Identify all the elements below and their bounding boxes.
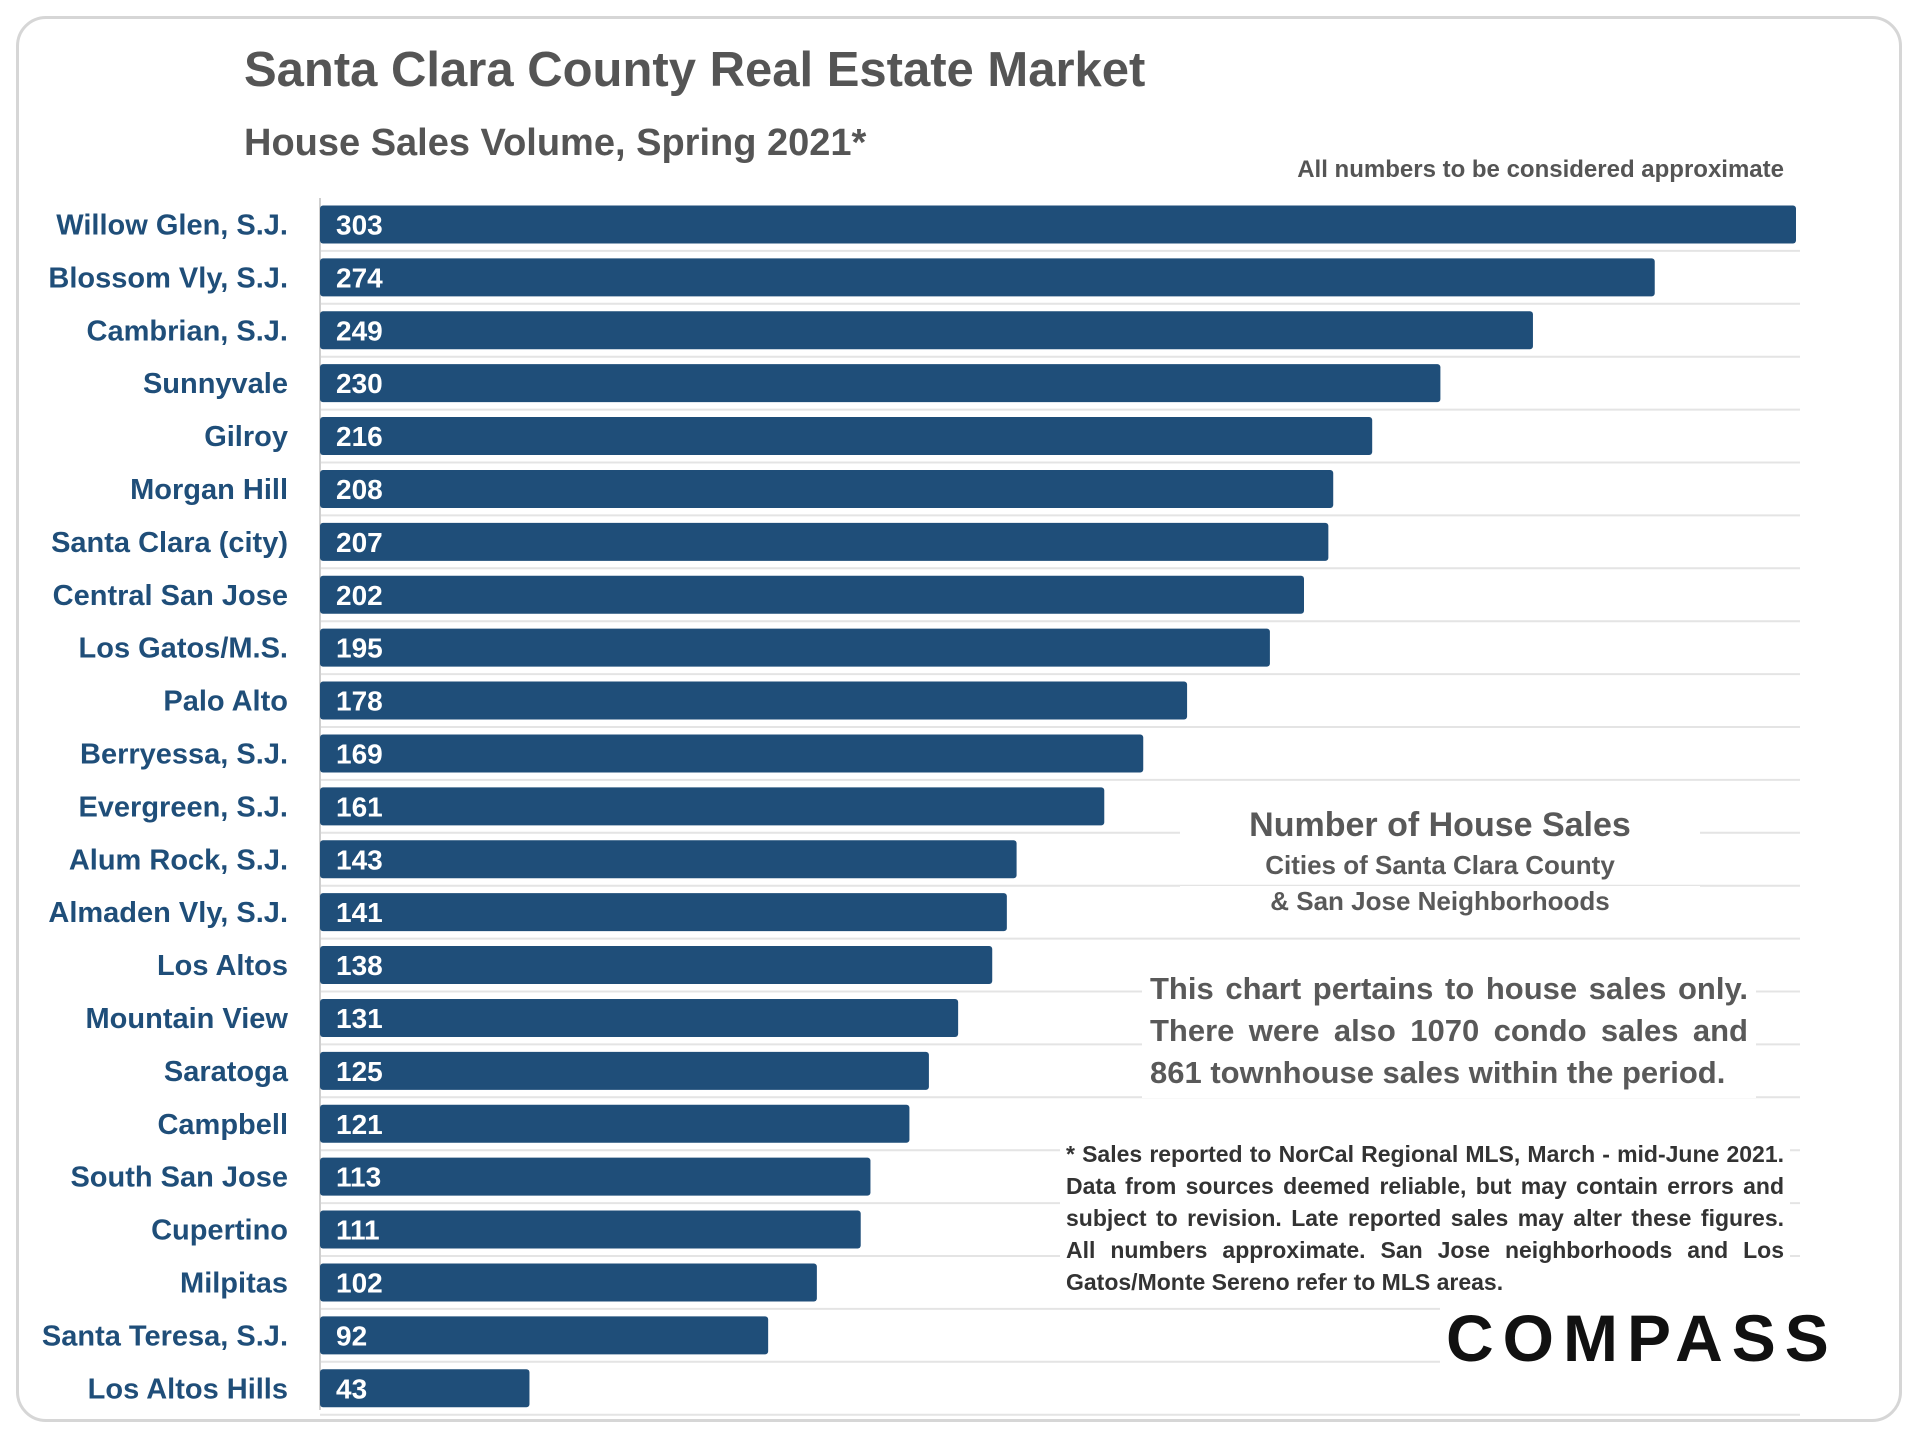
category-label: Palo Alto: [163, 686, 288, 718]
bar: [320, 417, 1373, 456]
bar-value-label: 178: [336, 686, 383, 717]
bar-value-label: 216: [336, 421, 383, 452]
bar: [320, 893, 1007, 932]
category-label: Sunnyvale: [143, 368, 288, 400]
bar-value-label: 208: [336, 474, 383, 505]
category-label: Morgan Hill: [130, 474, 288, 506]
category-label: Saratoga: [164, 1056, 289, 1088]
bar: [320, 1157, 871, 1196]
category-label: Los Gatos/M.S.: [79, 633, 288, 665]
compass-logo: COMPASS: [1440, 1300, 1844, 1376]
bar: [320, 840, 1017, 879]
category-label: Gilroy: [204, 421, 288, 453]
category-label: Campbell: [157, 1109, 288, 1141]
bar-value-label: 113: [336, 1162, 381, 1193]
category-label: Willow Glen, S.J.: [56, 209, 288, 241]
bar-value-label: 303: [336, 209, 383, 240]
bar-value-label: 43: [336, 1373, 367, 1404]
sales-note: This chart pertains to house sales only.…: [1142, 964, 1756, 1098]
bar-value-label: 121: [336, 1109, 383, 1140]
bar: [320, 311, 1533, 350]
bar: [320, 681, 1188, 720]
bar-value-label: 125: [336, 1056, 383, 1087]
category-label: Mountain View: [86, 1003, 289, 1035]
bar: [320, 469, 1334, 508]
category-label: Los Altos: [157, 950, 288, 982]
bar: [320, 734, 1144, 773]
bar: [320, 1316, 769, 1355]
bar: [320, 522, 1329, 561]
chart-title: Santa Clara County Real Estate Market: [244, 43, 1146, 97]
category-label: Berryessa, S.J.: [80, 738, 288, 770]
footnote: * Sales reported to NorCal Regional MLS,…: [1060, 1136, 1790, 1300]
info-box-title: Number of House Sales: [1180, 806, 1700, 845]
category-label: Alum Rock, S.J.: [69, 844, 288, 876]
category-label: Cambrian, S.J.: [87, 315, 288, 347]
category-label: Blossom Vly, S.J.: [48, 262, 288, 294]
bar: [320, 205, 1796, 244]
approximate-note: All numbers to be considered approximate: [1297, 156, 1784, 183]
chart-subtitle: House Sales Volume, Spring 2021*: [244, 122, 867, 164]
bar-value-label: 141: [336, 897, 383, 928]
bars: 303 274 249 230 216 208 207 202 195 178 169 161 143 1…: [320, 205, 1796, 1408]
bar: [320, 1369, 530, 1408]
bar: [320, 787, 1105, 826]
bar-value-label: 92: [336, 1320, 367, 1351]
bar-value-label: 207: [336, 527, 383, 558]
bar-value-label: 131: [336, 1003, 383, 1034]
bar: [320, 364, 1441, 403]
category-label: Santa Teresa, S.J.: [42, 1320, 288, 1352]
bar-value-label: 138: [336, 950, 383, 981]
category-label: Santa Clara (city): [51, 527, 288, 559]
bar: [320, 258, 1655, 297]
info-box-line2: & San Jose Neighborhoods: [1180, 886, 1700, 917]
category-label: South San Jose: [70, 1162, 288, 1194]
info-box-line1: Cities of Santa Clara County: [1180, 850, 1700, 881]
category-label: Los Altos Hills: [88, 1373, 288, 1405]
bar: [320, 628, 1270, 667]
category-labels: Willow Glen, S.J. Blossom Vly, S.J. Cambri…: [42, 209, 289, 1405]
bar: [320, 1051, 929, 1090]
bar: [320, 998, 959, 1037]
bar-value-label: 195: [336, 633, 383, 664]
bar-value-label: 169: [336, 738, 383, 769]
category-label: Evergreen, S.J.: [78, 791, 288, 823]
bar-value-label: 274: [336, 262, 383, 293]
bar: [320, 946, 993, 985]
category-label: Central San Jose: [53, 580, 288, 612]
bar: [320, 1210, 861, 1249]
bar: [320, 1104, 910, 1143]
bar-value-label: 202: [336, 580, 383, 611]
bar-value-label: 143: [336, 844, 383, 875]
category-label: Milpitas: [180, 1267, 288, 1299]
bar-value-label: 102: [336, 1267, 383, 1298]
bar: [320, 1263, 817, 1302]
bar-value-label: 230: [336, 368, 383, 399]
bar: [320, 575, 1304, 614]
bar-value-label: 111: [336, 1215, 380, 1246]
category-label: Cupertino: [151, 1215, 288, 1247]
category-label: Almaden Vly, S.J.: [48, 897, 288, 929]
bar-value-label: 249: [336, 315, 383, 346]
bar-value-label: 161: [336, 791, 383, 822]
